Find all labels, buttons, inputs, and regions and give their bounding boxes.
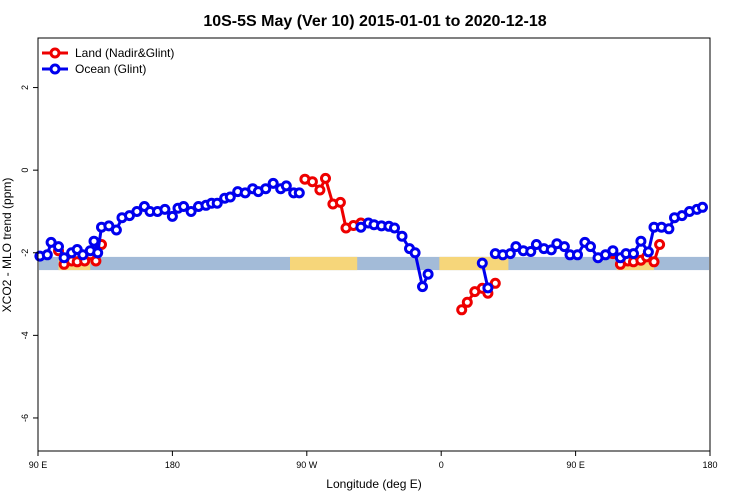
data-point <box>92 247 104 259</box>
data-point <box>585 241 596 253</box>
data-point <box>280 180 292 192</box>
data-point <box>306 176 318 188</box>
series-1 <box>34 177 708 294</box>
x-tick-label: 0 <box>439 460 444 470</box>
data-point <box>396 230 408 242</box>
y-tick-label: -6 <box>20 414 30 422</box>
chart-title: 10S-5S May (Ver 10) 2015-01-01 to 2020-1… <box>203 13 546 30</box>
data-point <box>461 296 473 308</box>
data-point <box>211 197 223 209</box>
surface-type-band <box>39 256 709 271</box>
data-point <box>642 246 654 258</box>
data-point <box>417 281 428 293</box>
surface-band-land <box>290 256 358 271</box>
y-tick-label: -4 <box>20 331 30 339</box>
data-point <box>456 304 468 316</box>
y-tick-label: 0 <box>20 168 30 173</box>
series-layer <box>34 172 708 316</box>
data-point <box>267 177 279 189</box>
plot-frame <box>37 37 711 452</box>
data-point <box>224 191 236 203</box>
surface-band-ocean <box>39 256 709 271</box>
data-point <box>53 241 64 253</box>
data-point <box>185 206 197 217</box>
data-point <box>504 248 516 260</box>
data-point <box>628 248 639 260</box>
data-point <box>525 246 537 257</box>
y-axis-label: XCO2 - MLO trend (ppm) <box>0 178 14 313</box>
data-point <box>314 184 326 196</box>
data-point <box>159 203 171 215</box>
data-point <box>607 245 619 257</box>
y-tick-label: 2 <box>20 85 30 90</box>
x-tick-label: 90 W <box>296 460 318 470</box>
data-point <box>545 244 557 256</box>
data-point <box>422 268 434 280</box>
x-axis-label: Longitude (deg E) <box>326 477 421 491</box>
data-point <box>409 247 421 259</box>
legend-land-label: Land (Nadir&Glint) <box>75 46 174 60</box>
data-point <box>663 223 675 235</box>
series-0 <box>53 172 666 316</box>
data-point <box>110 224 122 236</box>
data-point <box>131 206 143 217</box>
x-axis-ticks: 90 E 180 90 W 0 90 E 180 <box>29 451 718 470</box>
x-tick-label: 180 <box>702 460 717 470</box>
data-point <box>334 196 346 208</box>
y-tick-label: -2 <box>20 249 30 257</box>
x-tick-label: 180 <box>165 460 180 470</box>
x-tick-label: 90 E <box>566 460 585 470</box>
legend-land-marker <box>49 47 61 59</box>
x-tick-label: 90 E <box>29 460 48 470</box>
surface-band-land <box>439 256 509 271</box>
data-point <box>166 210 178 222</box>
data-point <box>648 256 660 268</box>
data-point <box>320 172 331 184</box>
legend-ocean-label: Ocean (Glint) <box>75 62 146 76</box>
data-point <box>58 252 70 264</box>
data-point <box>260 183 272 195</box>
data-point <box>389 222 400 234</box>
data-point <box>88 235 100 247</box>
y-axis-ticks: 2 0 -2 -4 -6 <box>20 85 38 422</box>
data-point <box>178 201 190 212</box>
data-point <box>558 241 570 253</box>
data-point <box>476 257 488 269</box>
data-point <box>482 282 494 294</box>
data-point <box>572 249 583 261</box>
data-point <box>41 249 53 261</box>
data-point <box>293 187 305 199</box>
legend-ocean-marker <box>49 63 61 75</box>
data-point <box>635 235 647 247</box>
data-point <box>654 239 666 250</box>
data-point <box>489 277 501 289</box>
data-point <box>697 201 708 213</box>
legend: Land (Nadir&Glint) Ocean (Glint) <box>42 46 174 76</box>
